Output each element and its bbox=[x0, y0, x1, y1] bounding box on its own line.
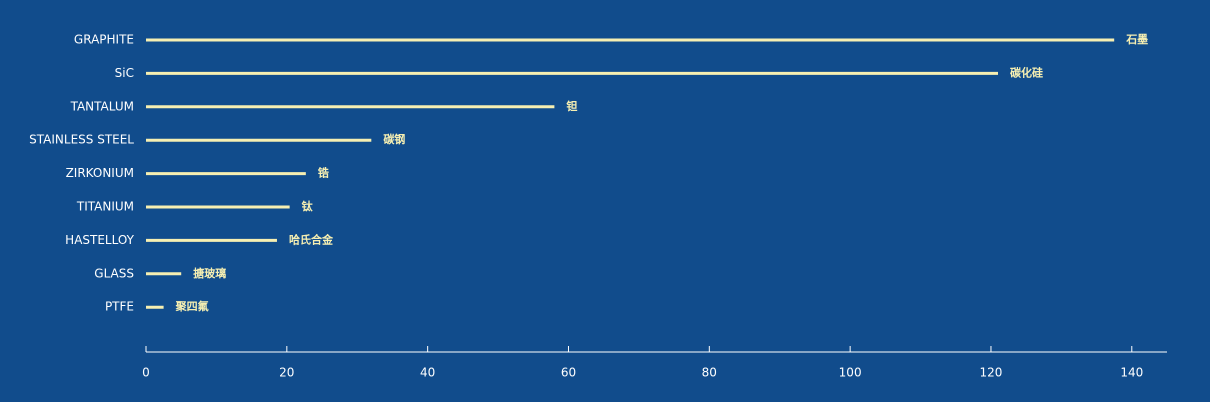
x-tick-label: 80 bbox=[702, 366, 717, 380]
x-tick-label: 20 bbox=[279, 366, 294, 380]
bar-annotation: 聚四氟 bbox=[175, 299, 209, 313]
x-tick-label: 0 bbox=[142, 366, 150, 380]
y-tick-label: TITANIUM bbox=[76, 200, 134, 214]
y-tick-label: TANTALUM bbox=[70, 99, 134, 113]
bar-annotation: 碳钢 bbox=[383, 132, 405, 146]
y-tick-label: PTFE bbox=[105, 300, 134, 314]
x-tick-label: 40 bbox=[420, 366, 435, 380]
bar-annotation: 钛 bbox=[302, 199, 314, 213]
y-tick-label: SiC bbox=[115, 66, 134, 80]
y-tick-label: GLASS bbox=[94, 266, 134, 280]
bar-annotation: 搪玻璃 bbox=[193, 266, 226, 280]
y-tick-label: ZIRKONIUM bbox=[66, 166, 134, 180]
y-tick-label: GRAPHITE bbox=[74, 33, 134, 47]
y-tick-label: STAINLESS STEEL bbox=[29, 133, 134, 147]
x-tick-label: 140 bbox=[1120, 366, 1143, 380]
bar-annotation: 石墨 bbox=[1125, 33, 1148, 46]
y-tick-label: HASTELLOY bbox=[65, 233, 134, 247]
bar-annotation: 钽 bbox=[566, 99, 577, 113]
bar-annotation: 哈氏合金 bbox=[289, 232, 334, 246]
x-tick-label: 120 bbox=[980, 366, 1003, 380]
x-tick-label: 60 bbox=[561, 366, 576, 380]
bar-annotation: 锆 bbox=[318, 166, 329, 180]
bar-annotation: 碳化硅 bbox=[1010, 65, 1043, 79]
x-tick-label: 100 bbox=[839, 366, 862, 380]
